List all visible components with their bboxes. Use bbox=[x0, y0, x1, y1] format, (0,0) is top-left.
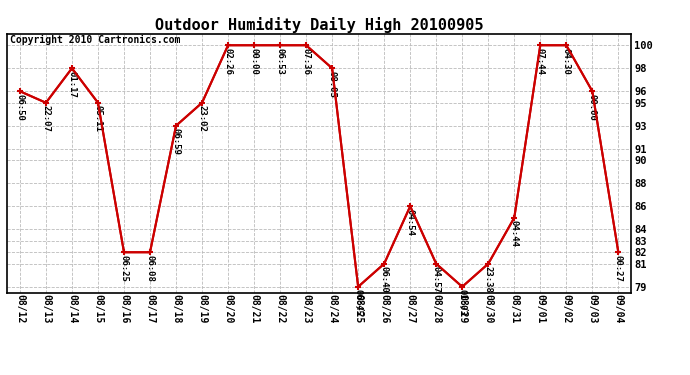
Text: 23:38: 23:38 bbox=[484, 266, 493, 293]
Text: 04:57: 04:57 bbox=[432, 266, 441, 293]
Text: 05:11: 05:11 bbox=[93, 105, 103, 132]
Text: 07:44: 07:44 bbox=[535, 48, 545, 74]
Text: Copyright 2010 Cartronics.com: Copyright 2010 Cartronics.com bbox=[10, 35, 180, 45]
Title: Outdoor Humidity Daily High 20100905: Outdoor Humidity Daily High 20100905 bbox=[155, 16, 484, 33]
Text: 06:40: 06:40 bbox=[380, 266, 388, 293]
Text: 01:17: 01:17 bbox=[68, 70, 77, 98]
Text: 22:07: 22:07 bbox=[41, 105, 50, 132]
Text: 04:44: 04:44 bbox=[510, 220, 519, 247]
Text: 08:05: 08:05 bbox=[328, 70, 337, 98]
Text: 04:54: 04:54 bbox=[406, 209, 415, 236]
Text: 23:02: 23:02 bbox=[197, 105, 206, 132]
Text: 04:30: 04:30 bbox=[562, 48, 571, 74]
Text: 06:53: 06:53 bbox=[275, 48, 284, 74]
Text: 06:08: 06:08 bbox=[146, 255, 155, 281]
Text: 06:45: 06:45 bbox=[354, 289, 363, 316]
Text: 06:50: 06:50 bbox=[15, 93, 24, 120]
Text: 01:03: 01:03 bbox=[457, 289, 466, 316]
Text: 07:36: 07:36 bbox=[302, 48, 310, 74]
Text: 00:00: 00:00 bbox=[588, 93, 597, 120]
Text: 00:00: 00:00 bbox=[250, 48, 259, 74]
Text: 06:59: 06:59 bbox=[172, 128, 181, 155]
Text: 06:25: 06:25 bbox=[119, 255, 128, 281]
Text: 02:26: 02:26 bbox=[224, 48, 233, 74]
Text: 00:27: 00:27 bbox=[614, 255, 623, 281]
